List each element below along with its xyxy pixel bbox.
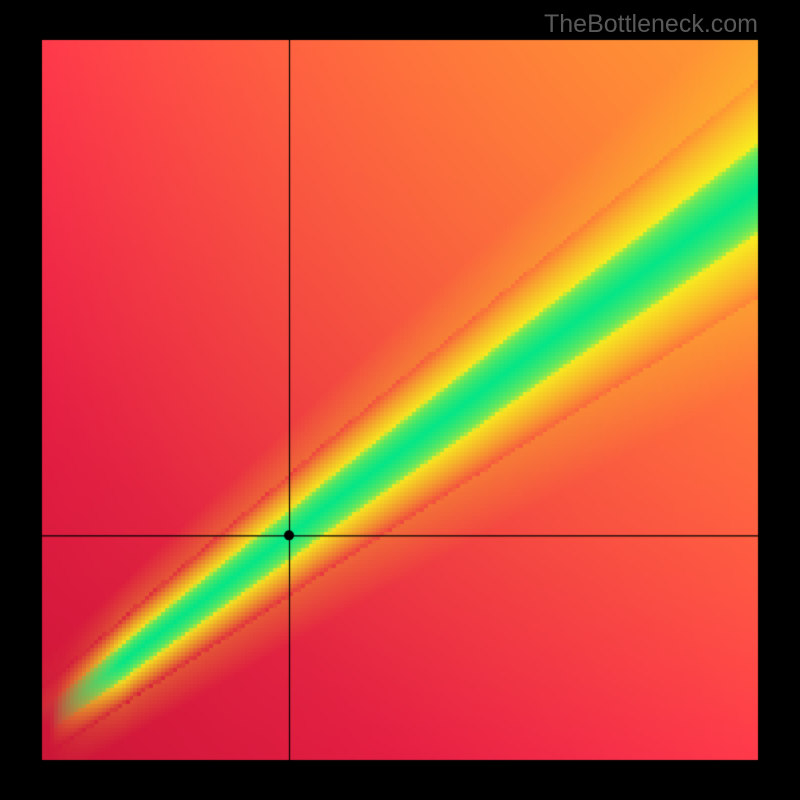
watermark-text: TheBottleneck.com — [544, 10, 758, 39]
chart-container: TheBottleneck.com — [0, 0, 800, 800]
heatmap-plot — [0, 0, 800, 800]
